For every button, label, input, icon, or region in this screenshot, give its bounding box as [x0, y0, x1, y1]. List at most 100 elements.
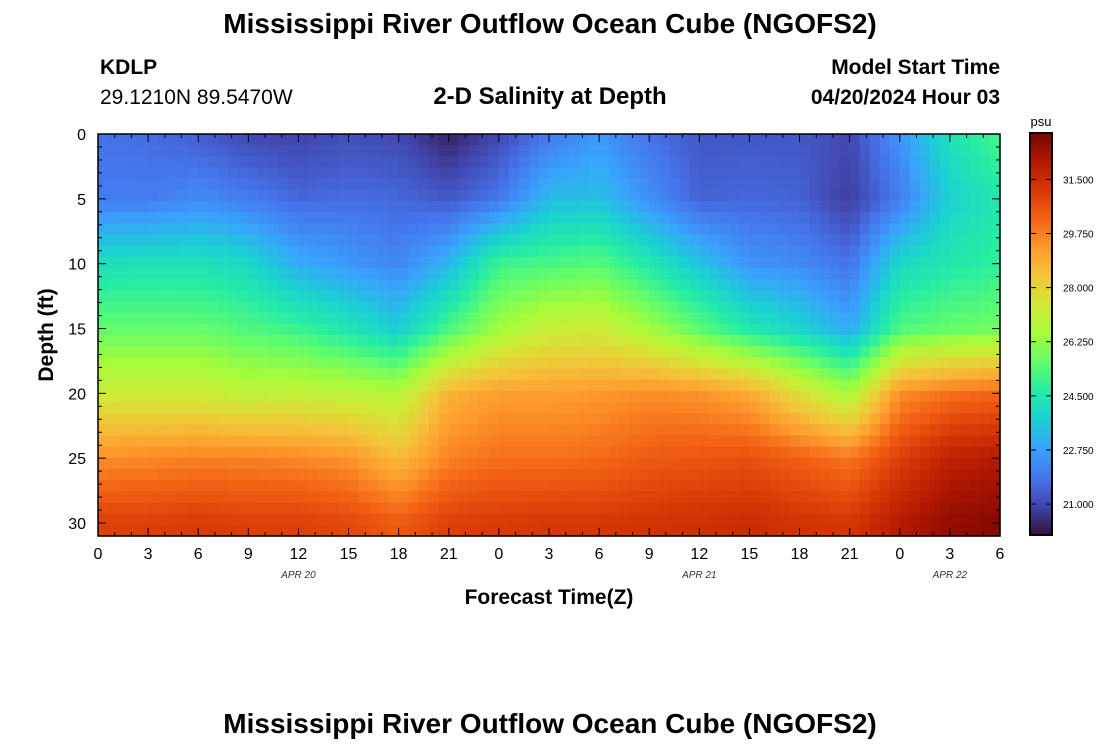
heatmap-cell [188, 368, 199, 381]
heatmap-cell [899, 379, 911, 392]
heatmap-cell [508, 491, 520, 504]
heatmap-cell [689, 491, 700, 504]
heatmap-cell [168, 480, 179, 492]
axis-ticks [97, 133, 1001, 537]
heatmap-cell [458, 134, 470, 146]
heatmap-cell [438, 301, 450, 314]
heatmap-cell [799, 435, 811, 448]
heatmap-cell [478, 223, 490, 236]
heatmap-cell [218, 245, 229, 258]
heatmap-cell [428, 268, 440, 280]
heatmap-cell [368, 167, 380, 180]
heatmap-cell [388, 312, 400, 325]
heatmap-cell [248, 513, 259, 526]
heatmap-cell [969, 279, 981, 291]
heatmap-cell [709, 491, 720, 504]
heatmap-cell [679, 301, 690, 314]
heatmap-cell [168, 491, 179, 504]
heatmap-cell [398, 480, 410, 492]
heatmap-cell [619, 413, 630, 425]
heatmap-cell [709, 178, 720, 191]
heatmap-cell [428, 368, 440, 381]
heatmap-cell [779, 156, 791, 169]
heatmap-cell [739, 323, 751, 336]
heatmap-cell [218, 379, 229, 392]
heatmap-cell [709, 189, 720, 202]
heatmap-cell [719, 323, 730, 336]
heatmap-cell [839, 346, 851, 358]
heatmap-cell [629, 312, 640, 325]
heatmap-cell [148, 379, 159, 392]
heatmap-cell [689, 290, 700, 303]
heatmap-cell [599, 189, 610, 202]
heatmap-cell [378, 357, 390, 370]
heatmap-cell [338, 435, 350, 448]
heatmap-cell [408, 245, 420, 258]
heatmap-cell [919, 457, 931, 470]
heatmap-cell [769, 156, 781, 169]
heatmap-cell [899, 290, 911, 303]
heatmap-cell [118, 469, 129, 481]
heatmap-cell [679, 402, 690, 414]
heatmap-cell [569, 301, 580, 314]
heatmap-cell [909, 245, 921, 258]
heatmap-cell [809, 279, 821, 291]
heatmap-cell [639, 513, 650, 526]
heatmap-cell [378, 502, 390, 515]
heatmap-cell [348, 424, 360, 437]
heatmap-cell [669, 335, 680, 347]
heatmap-cell [829, 178, 841, 191]
heatmap-cell [508, 368, 520, 381]
heatmap-cell [238, 379, 249, 392]
heatmap-cell [989, 513, 1001, 526]
heatmap-cell [168, 312, 179, 325]
heatmap-cell [478, 435, 490, 448]
heatmap-cell [228, 379, 239, 392]
heatmap-cell [619, 223, 630, 236]
heatmap-cell [949, 145, 961, 157]
heatmap-cell [398, 368, 410, 381]
heatmap-cell [168, 134, 179, 146]
heatmap-cell [709, 256, 720, 269]
heatmap-cell [629, 346, 640, 358]
heatmap-cell [418, 368, 430, 381]
heatmap-cell [629, 290, 640, 303]
heatmap-cell [619, 357, 630, 370]
heatmap-cell [178, 413, 189, 425]
heatmap-cell [328, 413, 340, 425]
heatmap-cell [118, 335, 129, 347]
heatmap-cell [629, 189, 640, 202]
heatmap-cell [438, 357, 450, 370]
heatmap-cell [559, 290, 570, 303]
heatmap-cell [919, 245, 931, 258]
heatmap-cell [699, 312, 710, 325]
heatmap-cell [879, 469, 891, 481]
heatmap-cell [639, 469, 650, 481]
heatmap-cell [478, 491, 490, 504]
heatmap-cell [168, 390, 179, 403]
heatmap-cell [318, 513, 330, 526]
heatmap-cell [98, 413, 109, 425]
heatmap-cell [138, 189, 149, 202]
heatmap-cell [559, 234, 570, 247]
heatmap-cell [378, 323, 390, 336]
heatmap-cell [569, 513, 580, 526]
heatmap-cell [198, 212, 209, 224]
heatmap-cell [448, 491, 460, 504]
heatmap-cell [348, 457, 360, 470]
heatmap-cell [258, 301, 269, 314]
heatmap-cell [168, 212, 179, 224]
heatmap-cell [909, 301, 921, 314]
heatmap-cell [128, 234, 139, 247]
heatmap-cell [749, 201, 761, 213]
heatmap-cell [278, 424, 290, 437]
heatmap-cell [278, 502, 290, 515]
heatmap-cell [579, 156, 590, 169]
heatmap-cell [528, 335, 540, 347]
heatmap-cell [869, 335, 881, 347]
heatmap-cell [929, 469, 941, 481]
heatmap-cell [158, 357, 169, 370]
heatmap-cell [218, 357, 229, 370]
heatmap-cell [268, 379, 279, 392]
heatmap-cell [719, 368, 730, 381]
